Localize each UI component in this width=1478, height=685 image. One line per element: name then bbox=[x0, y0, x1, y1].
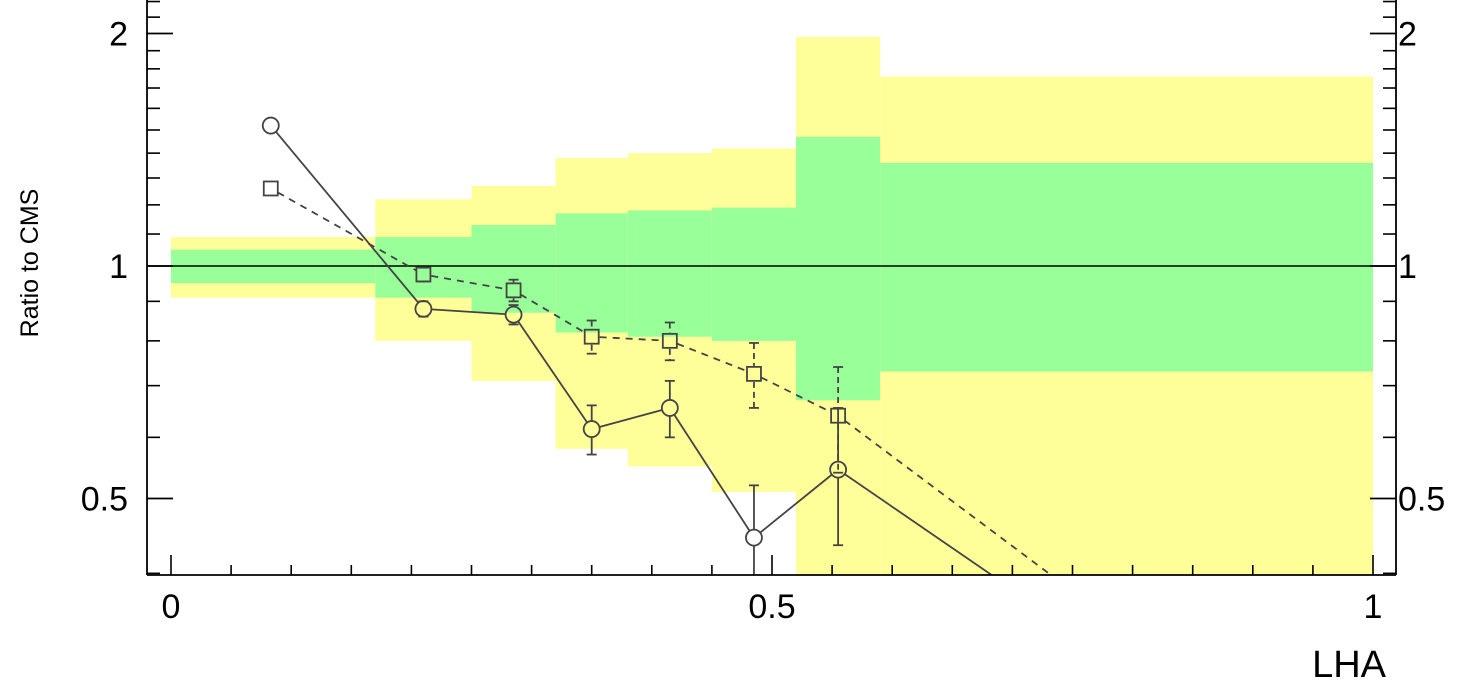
series-0-segment-4 bbox=[673, 414, 751, 532]
series-1-point-6 bbox=[830, 407, 847, 424]
series-0-segment-3 bbox=[599, 409, 663, 428]
series-0-point-1 bbox=[414, 299, 433, 318]
green-band-3 bbox=[555, 213, 628, 333]
axes bbox=[146, 0, 1397, 576]
x-tick-label-2: 1 bbox=[1364, 588, 1383, 626]
series-0-point-0 bbox=[261, 116, 280, 135]
series-1-segment-6 bbox=[843, 419, 1053, 575]
y-tick-label-right-0: 0.5 bbox=[1398, 481, 1445, 519]
x-tick-label-1: 0.5 bbox=[748, 588, 795, 626]
series-1-point-1 bbox=[415, 266, 432, 283]
series-1-point-3 bbox=[583, 328, 600, 345]
series-1-segment-0 bbox=[277, 191, 417, 272]
y-tick-label-right-1: 1 bbox=[1398, 248, 1417, 286]
green-band-4 bbox=[627, 210, 712, 337]
x-tick-label-0: 0 bbox=[162, 588, 181, 626]
y-tick-label-left-0: 0.5 bbox=[81, 481, 128, 519]
green-band-5 bbox=[711, 207, 797, 341]
series-0-segment-2 bbox=[517, 320, 588, 423]
series-1-segment-3 bbox=[599, 336, 662, 342]
uncertainty-bands bbox=[171, 36, 1373, 575]
series-1-point-2 bbox=[505, 282, 522, 299]
series-0-segment-1 bbox=[431, 308, 506, 316]
data-series bbox=[261, 116, 1053, 575]
series-1-point-5 bbox=[746, 365, 762, 382]
series-0-point-3 bbox=[582, 420, 601, 438]
series-0-segment-5 bbox=[759, 473, 833, 534]
series-0-segment-6 bbox=[844, 473, 994, 575]
series-0-point-6 bbox=[829, 460, 848, 479]
green-band-7 bbox=[880, 162, 1373, 372]
y-tick-label-left-2: 2 bbox=[109, 16, 128, 54]
y-tick-label-right-2: 2 bbox=[1398, 16, 1417, 54]
series-0-point-5 bbox=[745, 528, 763, 547]
y-axis-title: Ratio to CMS bbox=[16, 189, 44, 338]
green-band-6 bbox=[796, 136, 881, 401]
series-0-point-4 bbox=[660, 399, 679, 417]
y-tick-label-left-1: 1 bbox=[109, 248, 128, 286]
x-axis-title: LHA bbox=[1312, 644, 1387, 685]
series-0-segment-0 bbox=[275, 131, 419, 304]
series-1-point-4 bbox=[661, 332, 678, 349]
tick-labels: 0 0.5 1 0.5 0.5 1 1 2 2 bbox=[81, 16, 1446, 627]
series-1-point-0 bbox=[262, 180, 279, 197]
series-0-point-2 bbox=[504, 305, 523, 324]
